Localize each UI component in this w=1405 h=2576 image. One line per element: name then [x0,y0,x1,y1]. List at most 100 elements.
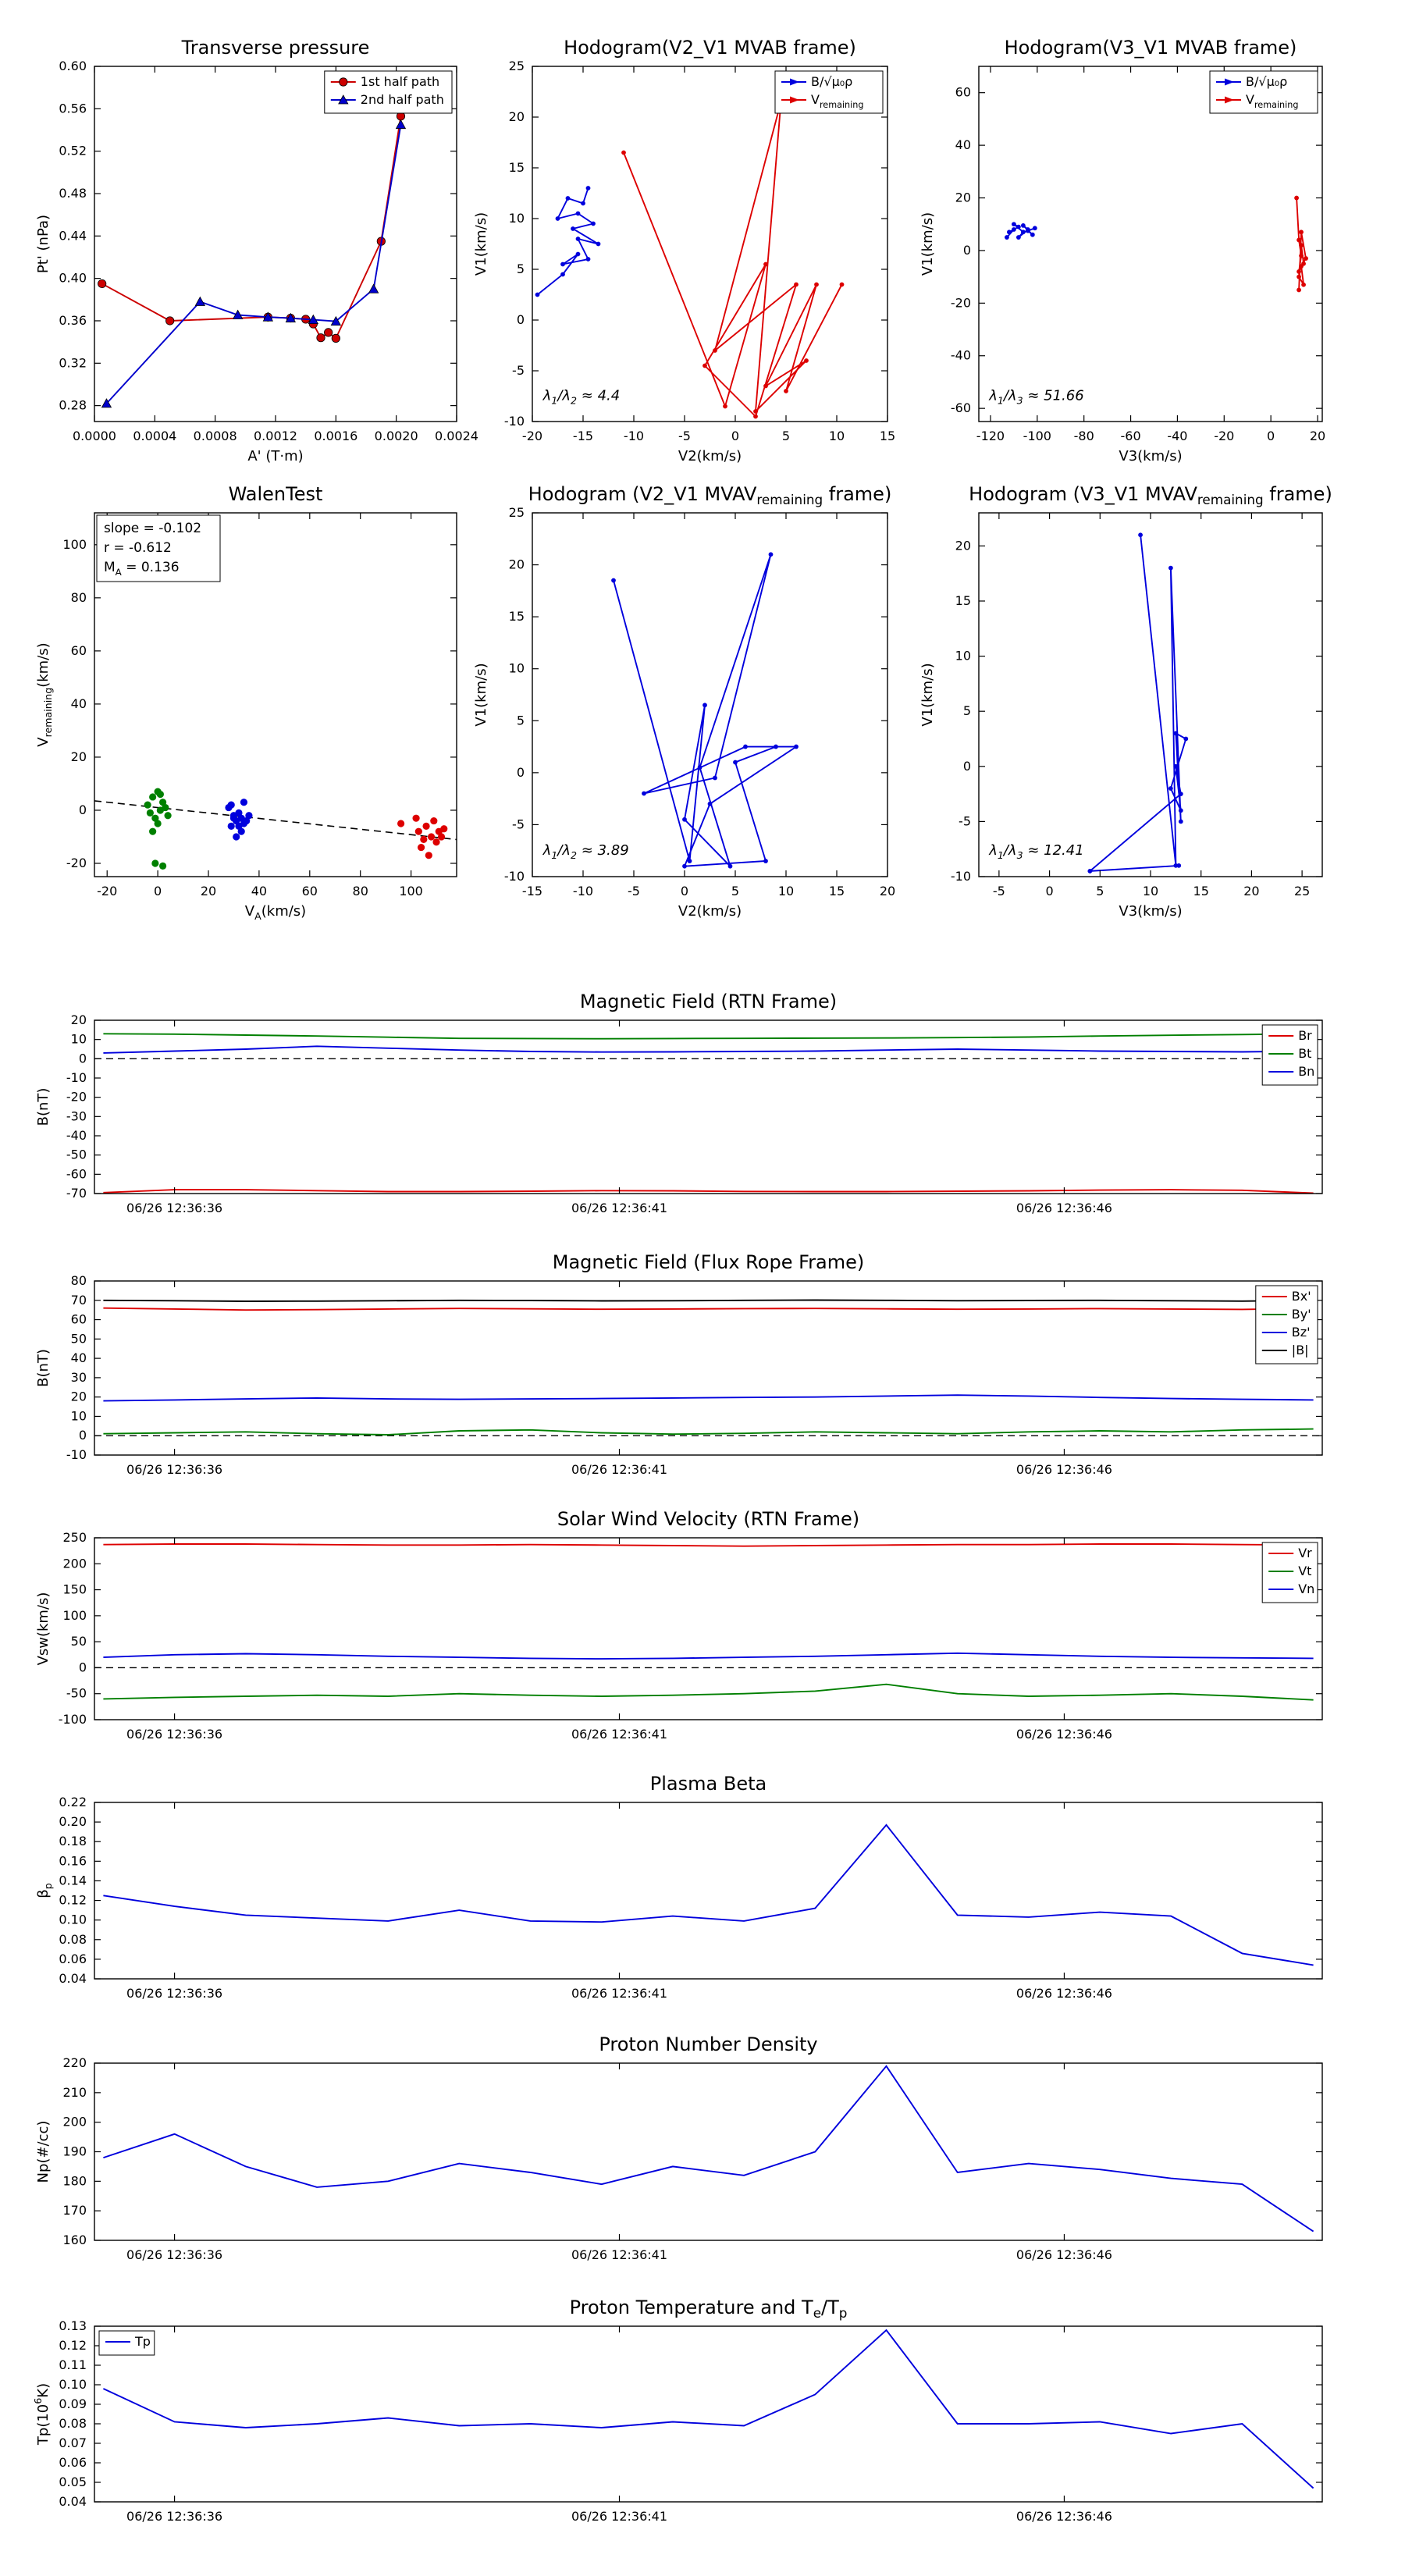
svg-text:0.10: 0.10 [59,2377,87,2392]
svg-text:20: 20 [71,1389,87,1404]
svg-text:-100: -100 [1023,429,1051,443]
svg-text:15: 15 [1193,884,1209,898]
svg-text:-40: -40 [66,1128,87,1143]
svg-text:Bx': Bx' [1292,1289,1311,1304]
svg-text:Vt: Vt [1298,1564,1311,1578]
svg-text:10: 10 [71,1032,87,1047]
svg-text:-15: -15 [573,429,593,443]
svg-text:0.40: 0.40 [59,271,87,286]
svg-text:Bn: Bn [1298,1064,1314,1079]
svg-text:0.16: 0.16 [59,1853,87,1868]
svg-text:20: 20 [880,884,895,898]
svg-text:-10: -10 [624,429,644,443]
chart-svg-proton-number-density: 06/26 12:36:36 06/26 12:36:41 06/26 12:36:… [35,2033,1323,2262]
svg-text:20: 20 [1243,884,1259,898]
svg-text:10: 10 [829,429,845,443]
svg-text:-10: -10 [573,884,593,898]
svg-text:60: 60 [955,85,971,100]
svg-text:-30: -30 [66,1108,87,1123]
svg-text:60: 60 [71,643,87,658]
svg-text:0: 0 [517,312,525,327]
svg-text:10: 10 [509,661,525,676]
svg-text:0.56: 0.56 [59,101,87,116]
svg-text:5: 5 [517,262,525,276]
svg-text:V3(km/s): V3(km/s) [1119,903,1182,920]
svg-text:λ1/λ2 ≈ 4.4: λ1/λ2 ≈ 4.4 [542,388,621,407]
chart-magnetic-field-flux-rope: 06/26 12:36:36 06/26 12:36:41 06/26 12:36:… [20,1238,1403,1507]
svg-text:0.12: 0.12 [59,1893,87,1908]
svg-text:100: 100 [62,1608,87,1623]
svg-text:15: 15 [955,593,971,608]
svg-text:0: 0 [681,884,688,898]
chart-svg-solar-wind-velocity-rtn: 06/26 12:36:36 06/26 12:36:41 06/26 12:36:… [35,1508,1323,1742]
svg-text:50: 50 [71,1331,87,1346]
svg-text:-60: -60 [1120,429,1140,443]
svg-text:10: 10 [509,211,525,226]
chart-svg-proton-temperature: 06/26 12:36:36 06/26 12:36:41 06/26 12:36:… [32,2297,1323,2524]
chart-hodogram-v2-v1-mvav-remaining: -15 -10 -5 0 5 10 15 20 -10 -5 0 5 10 15 20 25 Hodogram … [458,470,969,928]
svg-text:0.0020: 0.0020 [375,429,418,443]
svg-text:190: 190 [62,2144,87,2159]
svg-text:200: 200 [62,1556,87,1571]
svg-text:0.08: 0.08 [59,1932,87,1947]
chart-svg-magnetic-field-flux-rope: 06/26 12:36:36 06/26 12:36:41 06/26 12:36:… [35,1251,1323,1477]
svg-text:0: 0 [154,884,162,898]
svg-text:-60: -60 [951,400,971,415]
svg-text:20: 20 [201,884,216,898]
svg-text:Bt: Bt [1298,1046,1311,1061]
svg-text:06/26 12:36:36: 06/26 12:36:36 [126,2509,222,2524]
svg-text:25: 25 [509,505,525,520]
svg-text:-70: -70 [66,1186,87,1201]
svg-text:Vn: Vn [1298,1582,1314,1596]
chart-proton-temperature: 06/26 12:36:36 06/26 12:36:41 06/26 12:36:… [20,2283,1403,2553]
svg-text:0: 0 [963,759,971,774]
chart-svg-walen-test: -20 0 20 40 60 80 100 -20 0 20 40 60 80 100 WalenTest V… [35,483,457,922]
svg-text:0.07: 0.07 [59,2435,87,2450]
svg-text:0.32: 0.32 [59,355,87,370]
svg-text:Vremaining: Vremaining [811,92,863,110]
svg-text:-20: -20 [951,295,971,310]
chart-hodogram-v3-v1-mvab: -120 -100 -80 -60 -40 -20 0 20 -60 -40 -20 0 20 40 60 H… [905,23,1403,473]
svg-text:0.12: 0.12 [59,2338,87,2353]
svg-text:-20: -20 [97,884,117,898]
chart-walen-test: -20 0 20 40 60 80 100 -20 0 20 40 60 80 100 WalenTest V… [20,470,538,928]
svg-text:-5: -5 [628,884,640,898]
svg-text:-100: -100 [59,1712,87,1727]
svg-text:-20: -20 [1214,429,1234,443]
svg-text:0.04: 0.04 [59,2494,87,2509]
svg-text:0: 0 [517,765,525,780]
svg-text:06/26 12:36:41: 06/26 12:36:41 [571,1462,667,1477]
svg-text:B(nT): B(nT) [35,1088,52,1126]
svg-text:-10: -10 [951,869,971,884]
svg-text:By': By' [1292,1307,1311,1322]
svg-text:Vsw(km/s): Vsw(km/s) [35,1592,52,1666]
svg-text:0.11: 0.11 [59,2357,87,2372]
svg-text:0.08: 0.08 [59,2416,87,2431]
svg-text:slope = -0.102: slope = -0.102 [104,521,201,536]
svg-text:0.48: 0.48 [59,186,87,201]
chart-magnetic-field-rtn: 06/26 12:36:36 06/26 12:36:41 06/26 12:36:… [20,977,1403,1245]
svg-text:-50: -50 [66,1147,87,1162]
svg-text:0.05: 0.05 [59,2475,87,2489]
svg-text:-10: -10 [504,414,525,429]
svg-text:06/26 12:36:36: 06/26 12:36:36 [126,1201,222,1215]
chart-svg-hodogram-v2v1-mvav-remaining: -15 -10 -5 0 5 10 15 20-10-50510152025Hodogram … [473,483,895,920]
chart-solar-wind-velocity-rtn: 06/26 12:36:36 06/26 12:36:41 06/26 12:36:… [20,1495,1403,1771]
svg-text:25: 25 [509,59,525,73]
svg-text:06/26 12:36:46: 06/26 12:36:46 [1016,1462,1112,1477]
svg-text:250: 250 [62,1530,87,1545]
svg-text:220: 220 [62,2055,87,2070]
chart-svg-hodogram-v2v1-mvab: -20 -15 -10 -5 0 5 10 15 -10 -5 0 5 10 15 20 25 Hodogram… [473,37,895,464]
svg-text:Solar Wind Velocity (RTN Frame: Solar Wind Velocity (RTN Frame) [557,1508,859,1530]
svg-text:0.52: 0.52 [59,144,87,158]
svg-text:10: 10 [1143,884,1158,898]
svg-text:Magnetic Field (RTN Frame): Magnetic Field (RTN Frame) [580,991,837,1012]
svg-text:06/26 12:36:36: 06/26 12:36:36 [126,1462,222,1477]
svg-text:180: 180 [62,2173,87,2188]
svg-text:60: 60 [302,884,318,898]
svg-text:Hodogram(V3_V1 MVAB frame): Hodogram(V3_V1 MVAB frame) [1005,37,1297,59]
svg-text:0.06: 0.06 [59,1952,87,1966]
svg-text:06/26 12:36:36: 06/26 12:36:36 [126,1986,222,2001]
svg-text:15: 15 [880,429,895,443]
svg-text:0.0016: 0.0016 [314,429,357,443]
